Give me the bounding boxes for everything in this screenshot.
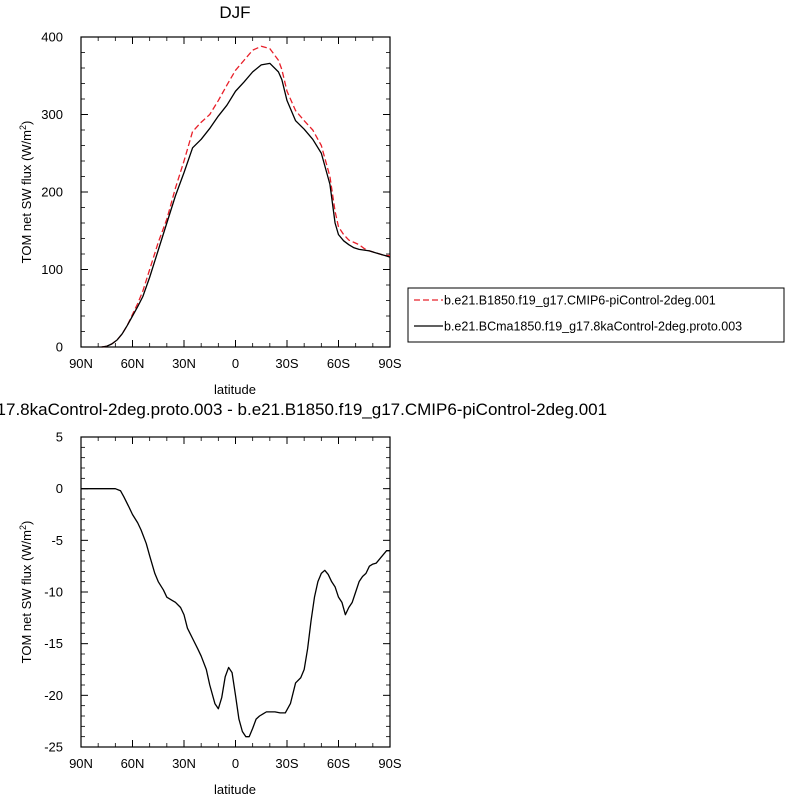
y-tick-label: -5 <box>51 533 63 548</box>
series-line-1 <box>81 488 390 738</box>
bottom-chart-y-axis-label: TOM net SW flux (W/m2) <box>18 521 34 664</box>
x-tick-label: 0 <box>232 756 239 771</box>
legend-label-series-1: b.e21.B1850.f19_g17.CMIP6-piControl-2deg… <box>444 294 716 308</box>
x-tick-label: 60S <box>327 356 350 371</box>
x-tick-label: 90S <box>378 756 401 771</box>
series-line-1 <box>101 45 390 348</box>
y-tick-label: 5 <box>56 430 63 445</box>
bottom-chart-title: b.e21.BCma1850.f19_g17.8kaControl-2deg.p… <box>0 400 607 419</box>
x-tick-label: 30N <box>172 756 196 771</box>
bottom-chart-x-axis-label: latitude <box>214 782 256 797</box>
y-tick-label: 300 <box>41 107 63 122</box>
x-tick-label: 90N <box>69 756 93 771</box>
y-tick-label: 0 <box>56 340 63 355</box>
top-chart-legend: b.e21.B1850.f19_g17.CMIP6-piControl-2deg… <box>407 287 785 343</box>
bottom-chart-plot-area: 90N 60N 30N 0 30S 60S 90S 5 0 -5 -10 -15 -20 -25 <box>44 430 402 772</box>
top-chart: DJF 90N 60N 30N 0 30S 60S 90S 0 100 200 300 400 lat… <box>18 3 785 397</box>
y-tick-label: 200 <box>41 185 63 200</box>
top-chart-title: DJF <box>219 3 250 22</box>
series-line-2 <box>101 62 391 348</box>
y-tick-label: 100 <box>41 262 63 277</box>
legend-label-series-2: b.e21.BCma1850.f19_g17.8kaControl-2deg.p… <box>444 320 742 334</box>
y-tick-label: -20 <box>44 688 63 703</box>
y-tick-label: -10 <box>44 585 63 600</box>
x-tick-label: 60N <box>121 756 145 771</box>
plot-frame <box>80 436 391 748</box>
y-tick-label: 400 <box>41 30 63 45</box>
x-tick-label: 30S <box>275 756 298 771</box>
y-tick-label: 0 <box>56 481 63 496</box>
y-tick-label: -15 <box>44 636 63 651</box>
top-chart-x-axis-label: latitude <box>214 382 256 397</box>
top-chart-plot-area: 90N 60N 30N 0 30S 60S 90S 0 100 200 300 400 <box>41 30 402 372</box>
x-tick-label: 90N <box>69 356 93 371</box>
x-tick-label: 30N <box>172 356 196 371</box>
x-tick-label: 60N <box>121 356 145 371</box>
y-tick-label: -25 <box>44 740 63 755</box>
x-tick-label: 90S <box>378 356 401 371</box>
x-tick-label: 30S <box>275 356 298 371</box>
top-chart-y-axis-label: TOM net SW flux (W/m2) <box>18 121 34 264</box>
bottom-chart: b.e21.BCma1850.f19_g17.8kaControl-2deg.p… <box>0 400 607 797</box>
legend-box <box>407 287 785 343</box>
x-tick-label: 0 <box>232 356 239 371</box>
plot-frame <box>80 36 391 348</box>
x-tick-label: 60S <box>327 756 350 771</box>
